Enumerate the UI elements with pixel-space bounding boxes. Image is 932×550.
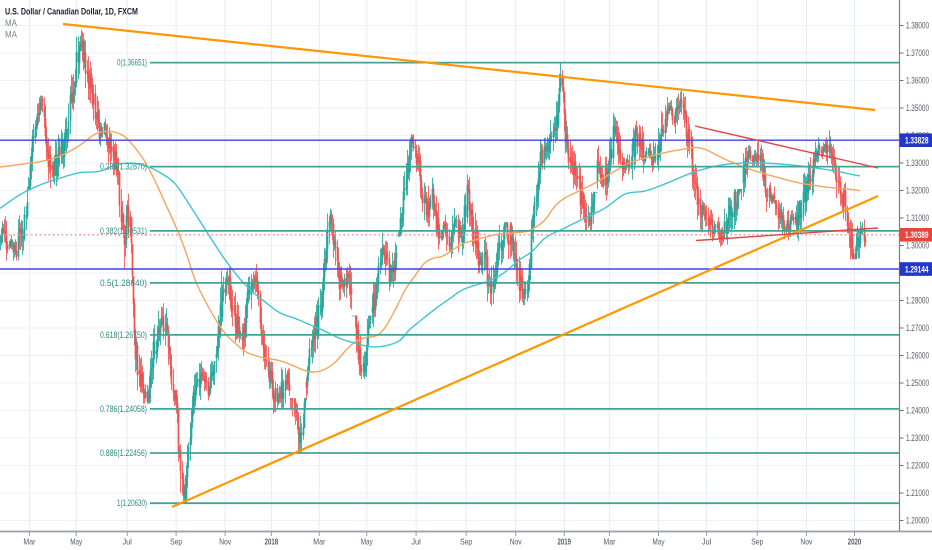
svg-text:1.35000: 1.35000: [906, 103, 929, 113]
svg-text:1.36000: 1.36000: [906, 76, 929, 86]
svg-text:1.32000: 1.32000: [906, 186, 929, 196]
svg-text:1.31000: 1.31000: [906, 213, 929, 223]
svg-text:2018: 2018: [265, 537, 279, 547]
svg-text:May: May: [653, 537, 666, 547]
svg-text:Sep: Sep: [460, 537, 472, 547]
svg-text:1.24000: 1.24000: [906, 406, 929, 416]
svg-text:0.5(1.28640): 0.5(1.28640): [100, 278, 147, 288]
svg-text:0.382(1.30531): 0.382(1.30531): [100, 226, 147, 236]
svg-text:0.886(1.22456): 0.886(1.22456): [100, 448, 147, 458]
svg-text:2020: 2020: [848, 537, 862, 547]
svg-text:0.618(1.26750): 0.618(1.26750): [100, 330, 147, 340]
svg-text:1.37000: 1.37000: [906, 48, 929, 58]
svg-text:0(1.36651): 0(1.36651): [117, 58, 147, 68]
svg-text:1.20000: 1.20000: [906, 516, 929, 526]
svg-text:1.29144: 1.29144: [905, 264, 929, 274]
svg-text:May: May: [361, 537, 374, 547]
svg-text:1.38000: 1.38000: [906, 21, 929, 31]
svg-text:1.21000: 1.21000: [906, 488, 929, 498]
svg-text:Nov: Nov: [219, 537, 232, 547]
svg-text:Nov: Nov: [510, 537, 523, 547]
svg-text:1.30389: 1.30389: [905, 230, 929, 240]
svg-text:0.786(1.24058): 0.786(1.24058): [100, 404, 147, 414]
svg-text:2019: 2019: [558, 537, 572, 547]
svg-text:1.33828: 1.33828: [905, 136, 929, 146]
svg-text:1.23000: 1.23000: [906, 433, 929, 443]
svg-text:Mar: Mar: [603, 537, 615, 547]
svg-text:Nov: Nov: [800, 537, 813, 547]
svg-text:May: May: [70, 537, 83, 547]
svg-text:1.33000: 1.33000: [906, 158, 929, 168]
svg-text:1.30000: 1.30000: [906, 241, 929, 251]
svg-text:Jul: Jul: [411, 537, 421, 547]
svg-text:U.S. Dollar / Canadian Dollar,: U.S. Dollar / Canadian Dollar, 1D, FXCM: [5, 7, 138, 18]
svg-text:Sep: Sep: [751, 537, 763, 547]
svg-text:Mar: Mar: [23, 537, 35, 547]
svg-text:1.26000: 1.26000: [906, 351, 929, 361]
svg-text:1(1.20630): 1(1.20630): [117, 498, 147, 508]
svg-text:1.25000: 1.25000: [906, 378, 929, 388]
svg-text:Jul: Jul: [122, 537, 132, 547]
svg-text:1.22000: 1.22000: [906, 461, 929, 471]
svg-text:MA: MA: [5, 18, 17, 28]
svg-text:Mar: Mar: [313, 537, 325, 547]
svg-text:Jul: Jul: [702, 537, 712, 547]
svg-text:0.236(1.32870): 0.236(1.32870): [100, 162, 147, 172]
svg-text:1.27000: 1.27000: [906, 323, 929, 333]
svg-text:MA: MA: [5, 30, 17, 40]
svg-text:Sep: Sep: [170, 537, 182, 547]
svg-text:1.28000: 1.28000: [906, 296, 929, 306]
